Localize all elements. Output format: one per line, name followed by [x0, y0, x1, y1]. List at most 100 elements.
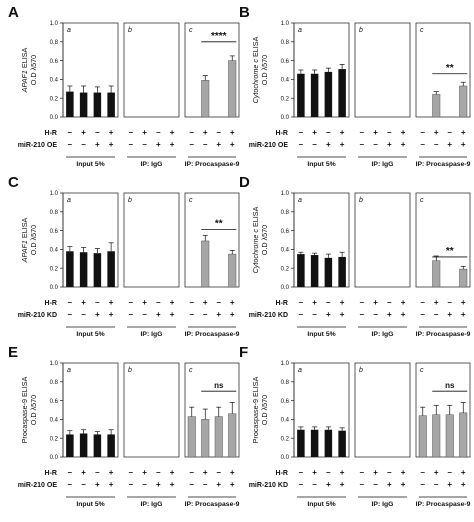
hr-sign: – — [387, 298, 392, 307]
sub-panel-letter: b — [359, 27, 363, 34]
treatment-sign: + — [109, 480, 114, 489]
hr-sign: + — [142, 128, 147, 137]
hr-sign: + — [203, 128, 208, 137]
treatment-sign: – — [421, 480, 426, 489]
bar — [459, 412, 468, 458]
treatment-sign: + — [95, 480, 100, 489]
group-label: Input 5% — [307, 501, 335, 508]
hr-sign: – — [129, 128, 134, 137]
bar — [418, 415, 427, 458]
sub-panel-letter: a — [298, 27, 302, 34]
group-label: IP: Procaspase-9 — [416, 331, 471, 338]
group-label: IP: Procaspase-9 — [416, 161, 471, 168]
hr-sign: + — [230, 468, 235, 477]
treatment-sign: – — [68, 310, 73, 319]
treatment-sign: + — [326, 480, 331, 489]
sub-panel-letter: c — [189, 367, 193, 374]
hr-sign: + — [203, 298, 208, 307]
bar — [107, 434, 115, 457]
y-axis-unit: O.D λ570 — [260, 225, 269, 255]
panel-letter: D — [239, 174, 250, 191]
bar — [187, 416, 196, 458]
treatment-sign: + — [461, 140, 466, 149]
sub-panel-letter: c — [420, 27, 424, 34]
hr-row-label: H-R — [45, 470, 57, 477]
treatment-sign: + — [156, 310, 161, 319]
y-tick-label: 0.4 — [281, 248, 290, 254]
treatment-sign: – — [312, 310, 317, 319]
hr-row-label: H-R — [45, 130, 57, 137]
treatment-row-label: miR-210 OE — [249, 142, 289, 149]
y-tick-label: 0.2 — [50, 96, 59, 102]
hr-sign: + — [401, 298, 406, 307]
hr-sign: + — [142, 298, 147, 307]
y-tick-label: 0.4 — [50, 418, 59, 424]
hr-sign: + — [81, 128, 86, 137]
treatment-sign: + — [170, 310, 175, 319]
treatment-sign: – — [142, 480, 147, 489]
significance-label: ns — [445, 381, 455, 390]
bar — [445, 414, 454, 458]
treatment-sign: + — [156, 480, 161, 489]
bar — [324, 71, 333, 117]
y-tick-label: 1.0 — [50, 21, 59, 27]
panel-letter: C — [8, 174, 19, 191]
y-axis-unit: O.D λ570 — [260, 395, 269, 425]
treatment-sign: – — [190, 480, 195, 489]
hr-sign: – — [299, 128, 304, 137]
y-axis-title: Cytochrome c ELISA — [251, 36, 260, 103]
hr-sign: – — [421, 298, 426, 307]
hr-sign: – — [156, 128, 161, 137]
bar — [297, 429, 305, 457]
y-tick-label: 1.0 — [50, 191, 59, 197]
hr-sign: – — [217, 298, 222, 307]
hr-sign: + — [461, 128, 466, 137]
group-label: IP: Procaspase-9 — [416, 501, 471, 508]
sub-panel-letter: a — [67, 367, 71, 374]
sub-panel-frame — [415, 192, 471, 288]
hr-sign: + — [109, 128, 114, 137]
y-tick-label: 0.6 — [50, 59, 59, 65]
y-tick-label: 0.0 — [50, 455, 59, 461]
treatment-sign: + — [109, 310, 114, 319]
sub-panel-letter: a — [67, 27, 71, 34]
hr-row-label: H-R — [276, 300, 288, 307]
significance-label: ns — [214, 381, 224, 390]
hr-sign: + — [340, 298, 345, 307]
panel-letter: B — [239, 4, 250, 21]
treatment-sign: – — [373, 310, 378, 319]
bar — [338, 69, 346, 117]
bar — [432, 260, 441, 288]
y-tick-label: 0.8 — [281, 380, 290, 386]
group-label: Input 5% — [76, 331, 104, 338]
treatment-sign: – — [142, 310, 147, 319]
y-tick-label: 0.8 — [281, 210, 290, 216]
y-tick-label: 0.0 — [281, 285, 290, 291]
treatment-sign: – — [360, 140, 365, 149]
sub-panel-letter: c — [189, 27, 193, 34]
bar — [66, 91, 74, 117]
treatment-sign: + — [326, 140, 331, 149]
y-tick-label: 0.0 — [281, 455, 290, 461]
group-label: IP: Procaspase-9 — [185, 161, 240, 168]
treatment-sign: – — [434, 310, 439, 319]
treatment-row-label: miR-210 OE — [18, 482, 58, 489]
group-label: IP: Procaspase-9 — [185, 501, 240, 508]
y-axis-title: Procaspase-9 ELISA — [20, 376, 29, 443]
treatment-sign: – — [299, 480, 304, 489]
treatment-row-label: miR-210 KD — [249, 482, 288, 489]
sub-panel-frame — [415, 22, 471, 118]
hr-sign: + — [434, 128, 439, 137]
bar — [201, 80, 210, 118]
hr-sign: – — [360, 468, 365, 477]
bar — [459, 85, 468, 118]
group-label: IP: Procaspase-9 — [185, 331, 240, 338]
hr-sign: + — [230, 298, 235, 307]
y-tick-label: 0.4 — [281, 78, 290, 84]
y-tick-label: 0.6 — [281, 229, 290, 235]
treatment-sign: + — [216, 140, 221, 149]
group-label: IP: IgG — [141, 331, 163, 338]
y-tick-label: 1.0 — [281, 21, 290, 27]
